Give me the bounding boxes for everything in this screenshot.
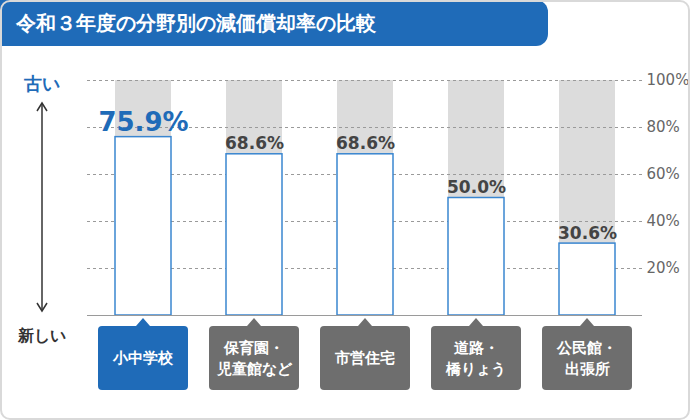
- svg-text:道路・橋りょう: 道路・橋りょう: [445, 339, 506, 378]
- html-text:令和３年度の分野別の減価償却率の比較: 令和３年度の分野別の減価償却率の比較: [16, 11, 376, 35]
- svg-text:80%: 80%: [647, 118, 680, 136]
- svg-text:60%: 60%: [647, 165, 680, 183]
- svg-text:小中学校: 小中学校: [112, 349, 174, 367]
- svg-text:100%: 100%: [647, 71, 690, 89]
- svg-text:古い: 古い: [23, 73, 60, 94]
- svg-text:40%: 40%: [647, 212, 680, 230]
- svg-text:市営住宅: 市営住宅: [334, 349, 395, 367]
- svg-text:75.9%: 75.9%: [98, 107, 188, 137]
- svg-text:68.6%: 68.6%: [336, 133, 395, 153]
- svg-text:20%: 20%: [647, 259, 680, 277]
- svg-text:68.6%: 68.6%: [225, 133, 284, 153]
- svg-text:保育園・児童館など: 保育園・児童館など: [216, 339, 293, 378]
- svg-text:新しい: 新しい: [17, 326, 66, 345]
- svg-text:50.0%: 50.0%: [447, 177, 506, 197]
- svg-text:公民館・出張所: 公民館・出張所: [556, 339, 617, 378]
- svg-text:30.6%: 30.6%: [558, 223, 617, 243]
